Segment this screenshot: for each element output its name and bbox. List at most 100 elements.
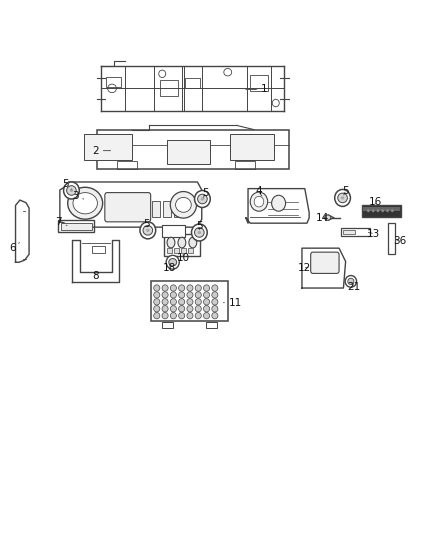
Bar xyxy=(117,161,137,169)
Bar xyxy=(251,75,268,91)
Ellipse shape xyxy=(198,231,201,234)
Bar xyxy=(84,134,132,160)
Ellipse shape xyxy=(195,285,201,291)
Bar xyxy=(174,248,179,253)
Ellipse shape xyxy=(154,312,160,319)
Ellipse shape xyxy=(345,276,357,287)
Ellipse shape xyxy=(212,292,218,298)
Ellipse shape xyxy=(335,189,350,206)
Ellipse shape xyxy=(187,285,193,291)
Ellipse shape xyxy=(204,285,210,291)
Polygon shape xyxy=(15,200,29,262)
Ellipse shape xyxy=(179,298,185,305)
Text: 5: 5 xyxy=(202,188,208,198)
Polygon shape xyxy=(246,189,309,223)
Ellipse shape xyxy=(187,298,193,305)
FancyBboxPatch shape xyxy=(105,192,151,222)
Bar xyxy=(343,230,355,235)
Ellipse shape xyxy=(187,305,193,312)
Ellipse shape xyxy=(204,298,210,305)
Polygon shape xyxy=(60,182,202,227)
Ellipse shape xyxy=(348,278,354,285)
Ellipse shape xyxy=(212,312,218,319)
Ellipse shape xyxy=(195,298,201,305)
Text: 8: 8 xyxy=(92,271,99,281)
Bar xyxy=(206,322,217,328)
Ellipse shape xyxy=(162,298,168,305)
Ellipse shape xyxy=(194,190,210,207)
Ellipse shape xyxy=(140,222,155,239)
Ellipse shape xyxy=(212,285,218,291)
Bar xyxy=(106,77,121,87)
Text: 16: 16 xyxy=(369,197,382,207)
Ellipse shape xyxy=(169,259,177,266)
Ellipse shape xyxy=(154,285,160,291)
Ellipse shape xyxy=(170,312,177,319)
Ellipse shape xyxy=(170,298,177,305)
Ellipse shape xyxy=(338,193,347,203)
Bar xyxy=(230,134,274,160)
Text: 5: 5 xyxy=(62,179,72,189)
Ellipse shape xyxy=(204,305,210,312)
Bar xyxy=(363,207,400,211)
Ellipse shape xyxy=(64,182,79,199)
Ellipse shape xyxy=(179,305,185,312)
Bar xyxy=(362,205,401,216)
Bar xyxy=(92,246,105,254)
Ellipse shape xyxy=(212,305,218,312)
Ellipse shape xyxy=(170,305,177,312)
Ellipse shape xyxy=(162,292,168,298)
Ellipse shape xyxy=(154,305,160,312)
Ellipse shape xyxy=(143,225,152,235)
Ellipse shape xyxy=(386,209,389,212)
Ellipse shape xyxy=(381,209,384,212)
Polygon shape xyxy=(72,240,120,282)
Bar xyxy=(164,234,200,256)
Ellipse shape xyxy=(189,237,197,248)
Text: 3: 3 xyxy=(72,191,84,201)
FancyBboxPatch shape xyxy=(311,252,339,273)
Bar xyxy=(235,161,255,169)
Ellipse shape xyxy=(166,255,179,269)
Bar xyxy=(61,223,92,230)
Ellipse shape xyxy=(325,215,331,220)
Ellipse shape xyxy=(154,298,160,305)
Text: 5: 5 xyxy=(343,186,349,196)
Text: 5: 5 xyxy=(196,221,203,231)
Ellipse shape xyxy=(70,189,73,192)
Bar xyxy=(166,140,210,164)
Ellipse shape xyxy=(178,237,186,248)
Bar xyxy=(185,78,201,88)
Bar xyxy=(174,200,182,216)
Ellipse shape xyxy=(187,292,193,298)
Bar xyxy=(58,220,94,232)
Text: 1: 1 xyxy=(246,84,267,94)
Ellipse shape xyxy=(254,196,264,207)
Bar xyxy=(162,322,173,328)
Text: 5: 5 xyxy=(144,219,150,229)
Ellipse shape xyxy=(194,228,204,237)
Ellipse shape xyxy=(162,305,168,312)
Ellipse shape xyxy=(250,192,268,211)
Text: 2: 2 xyxy=(92,146,110,156)
Bar xyxy=(152,200,160,216)
Text: 11: 11 xyxy=(223,297,242,308)
Ellipse shape xyxy=(195,292,201,298)
Bar xyxy=(160,80,177,96)
Ellipse shape xyxy=(176,197,191,212)
Ellipse shape xyxy=(162,312,168,319)
Ellipse shape xyxy=(377,209,379,212)
Ellipse shape xyxy=(67,185,76,195)
Bar xyxy=(163,200,171,216)
Ellipse shape xyxy=(391,209,394,212)
Bar xyxy=(167,248,172,253)
Text: 10: 10 xyxy=(177,253,190,263)
Ellipse shape xyxy=(167,237,175,248)
Bar xyxy=(388,223,396,254)
Ellipse shape xyxy=(179,292,185,298)
Ellipse shape xyxy=(198,194,207,204)
Ellipse shape xyxy=(170,285,177,291)
Bar xyxy=(188,248,193,253)
Text: 12: 12 xyxy=(297,263,311,272)
Text: 13: 13 xyxy=(367,229,380,239)
